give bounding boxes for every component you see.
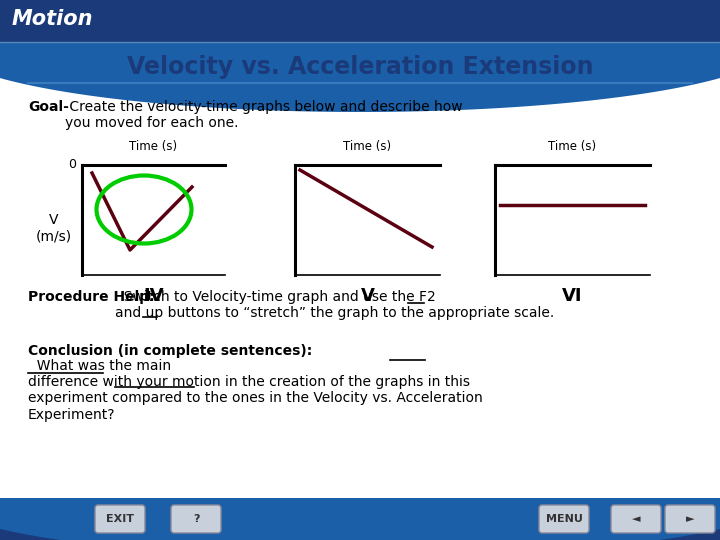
Text: ◄: ◄ (631, 514, 640, 524)
Text: Goal-: Goal- (28, 100, 69, 114)
Text: IV: IV (143, 287, 163, 305)
Text: Switch to Velocity-time graph and use the F2
and up buttons to “stretch” the gra: Switch to Velocity-time graph and use th… (115, 290, 554, 320)
Text: V
(m/s): V (m/s) (36, 213, 72, 243)
Text: Create the velocity-time graphs below and describe how
you moved for each one.: Create the velocity-time graphs below an… (65, 100, 463, 130)
Polygon shape (0, 42, 720, 498)
Polygon shape (0, 498, 720, 540)
Text: Time (s): Time (s) (343, 140, 392, 153)
Polygon shape (0, 498, 720, 540)
Text: V: V (361, 287, 374, 305)
FancyBboxPatch shape (665, 505, 715, 533)
Text: What was the main
difference with your motion in the creation of the graphs in t: What was the main difference with your m… (28, 359, 482, 422)
Text: MENU: MENU (546, 514, 582, 524)
FancyBboxPatch shape (611, 505, 661, 533)
Polygon shape (0, 42, 720, 112)
Text: 0: 0 (68, 159, 76, 172)
Text: EXIT: EXIT (106, 514, 134, 524)
Text: VI: VI (562, 287, 582, 305)
Text: Velocity vs. Acceleration Extension: Velocity vs. Acceleration Extension (127, 55, 593, 79)
Text: Time (s): Time (s) (549, 140, 597, 153)
FancyBboxPatch shape (171, 505, 221, 533)
FancyBboxPatch shape (539, 505, 589, 533)
Text: Conclusion (in complete sentences):: Conclusion (in complete sentences): (28, 344, 312, 358)
Text: ►: ► (685, 514, 694, 524)
Text: ?: ? (193, 514, 199, 524)
Text: Time (s): Time (s) (130, 140, 178, 153)
Text: Motion: Motion (12, 9, 94, 29)
Text: Procedure Help:: Procedure Help: (28, 290, 155, 304)
FancyBboxPatch shape (95, 505, 145, 533)
Polygon shape (0, 0, 720, 42)
